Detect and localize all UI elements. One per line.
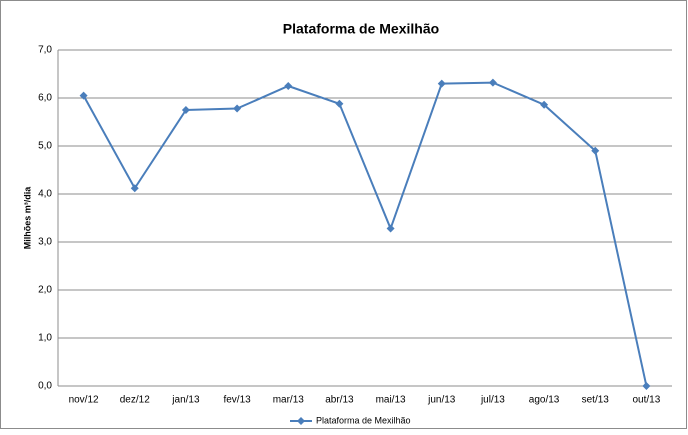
x-tick-label: fev/13: [223, 395, 251, 406]
data-point: [540, 100, 549, 109]
x-tick-label: jul/13: [480, 395, 505, 406]
x-tick-label: mar/13: [273, 395, 305, 406]
data-point: [488, 78, 497, 87]
x-tick-label: ago/13: [529, 395, 560, 406]
y-tick-label: 1,0: [38, 333, 52, 344]
series-line: [82, 81, 648, 387]
x-tick-label: dez/12: [120, 395, 150, 406]
data-point: [437, 79, 446, 88]
y-tick-label: 2,0: [38, 285, 52, 296]
x-tick-label: mai/13: [376, 395, 406, 406]
data-point: [642, 382, 651, 390]
y-tick-label: 0,0: [38, 381, 52, 392]
data-point: [79, 91, 88, 100]
x-tick-label: nov/12: [69, 395, 99, 406]
data-point: [284, 82, 293, 90]
x-tick-label: out/13: [633, 395, 661, 406]
legend-marker: [297, 417, 305, 425]
data-point: [335, 99, 344, 108]
legend-label: Plataforma de Mexilhão: [316, 415, 411, 425]
x-tick-label: abr/13: [325, 395, 354, 406]
y-tick-label: 3,0: [38, 237, 52, 248]
x-tick-label: set/13: [582, 395, 610, 406]
y-tick-label: 7,0: [38, 45, 52, 56]
data-point: [130, 184, 139, 193]
data-point: [233, 104, 242, 113]
y-tick-label: 6,0: [38, 93, 52, 104]
x-tick-label: jun/13: [427, 395, 456, 406]
y-tick-label: 5,0: [38, 141, 52, 152]
data-point: [591, 146, 600, 155]
data-point: [181, 106, 190, 114]
chart-title: Plataforma de Mexilhão: [283, 21, 439, 37]
y-tick-label: 4,0: [38, 189, 52, 200]
x-tick-label: jan/13: [171, 395, 200, 406]
y-axis-label: Milhões m³/dia: [22, 186, 32, 250]
data-point: [386, 224, 395, 233]
